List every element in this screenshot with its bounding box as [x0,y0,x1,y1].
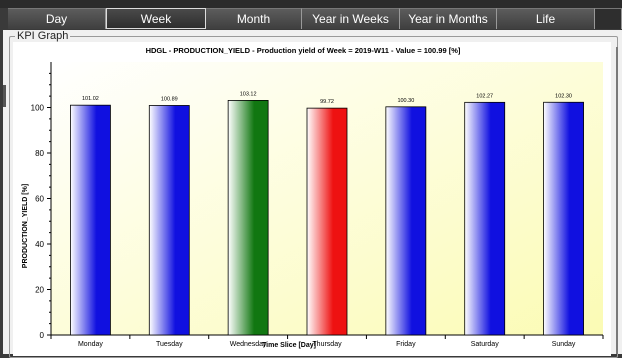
x-axis-label: Time Slice [Day] [262,342,316,349]
bar-friday [385,106,427,336]
y-tick-label: 60 [35,195,44,204]
bar-tuesday [148,105,190,336]
tab-week[interactable]: Week [106,8,206,29]
right-divider [616,47,618,354]
y-tick-label: 80 [35,149,44,158]
x-tick-label: Tuesday [156,341,183,348]
y-axis-label: PRODUCTION_YIELD [%] [22,184,29,268]
x-tick-label: Thursday [312,341,342,348]
tab-life[interactable]: Life [497,8,595,29]
bar-value-label: 99.72 [320,99,334,105]
bar-value-label: 100.30 [397,98,414,104]
bar-value-label: 100.89 [161,96,178,102]
bar-value-label: 103.12 [240,91,257,97]
bar-wednesday [227,100,269,336]
tab-bar-filler [595,8,622,29]
top-strip [0,0,622,8]
y-tick-label: 100 [31,104,45,113]
panel-splitter-handle[interactable] [3,85,6,107]
tab-month[interactable]: Month [206,8,302,29]
bar-value-label: 102.30 [555,93,572,99]
tab-year-in-weeks[interactable]: Year in Weeks [302,8,400,29]
chart-title: HDGL - PRODUCTION_YIELD - Production yie… [146,46,461,55]
bar-thursday [306,107,348,336]
panel-title: KPI Graph [15,30,71,42]
x-tick-label: Sunday [552,341,576,348]
kpi-bar-chart: HDGL - PRODUCTION_YIELD - Production yie… [13,42,611,356]
bar-series: 101.02 100.89 103.12 99.72 100.30 102.27 102.3… [70,91,584,336]
y-axis: 0 20 40 60 80 100 [31,62,52,340]
y-tick-label: 0 [40,331,45,340]
y-tick-label: 20 [35,286,44,295]
y-tick-label: 40 [35,240,44,249]
tab-year-in-months[interactable]: Year in Months [400,8,497,29]
x-tick-label: Saturday [471,341,500,348]
time-tab-bar: Day Week Month Year in Weeks Year in Mon… [8,8,622,29]
bar-saturday [464,101,506,336]
bar-value-label: 102.27 [476,93,493,99]
bar-sunday [543,101,584,336]
kpi-graph-panel: KPI Graph HDGL - PRODUCTION_YIELD - Prod… [3,30,622,358]
x-tick-label: Monday [78,341,103,348]
tab-day[interactable]: Day [8,8,106,29]
bar-monday [70,104,111,336]
x-tick-label: Wednesday [230,341,267,348]
bar-value-label: 101.02 [82,96,99,102]
x-tick-label: Friday [396,341,416,348]
